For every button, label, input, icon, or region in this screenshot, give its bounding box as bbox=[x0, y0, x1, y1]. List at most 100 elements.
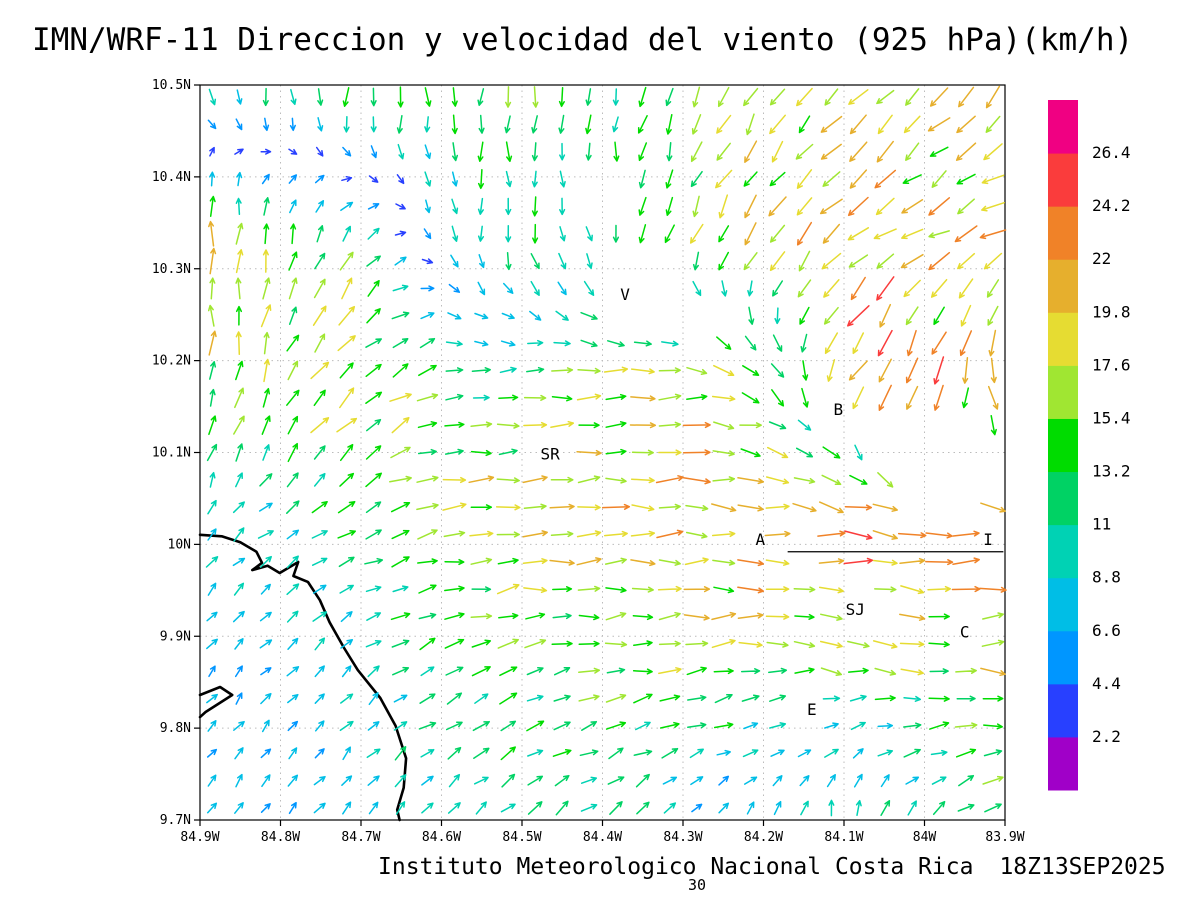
wind-vector bbox=[532, 223, 539, 244]
wind-vector bbox=[446, 692, 463, 705]
wind-vector bbox=[474, 693, 489, 704]
wind-vector bbox=[900, 668, 924, 676]
wind-vector bbox=[828, 799, 835, 817]
wind-vector bbox=[366, 255, 381, 267]
wind-vector bbox=[421, 802, 434, 814]
wind-vector bbox=[209, 471, 216, 488]
colorbar-label: 24.2 bbox=[1092, 196, 1131, 215]
wind-vector bbox=[206, 802, 218, 814]
wind-vector bbox=[686, 666, 707, 676]
wind-vector bbox=[342, 746, 351, 761]
wind-vector bbox=[711, 503, 737, 513]
wind-vector bbox=[234, 665, 243, 678]
wind-vector bbox=[261, 774, 271, 788]
wind-vector bbox=[421, 258, 434, 265]
wind-vector bbox=[638, 196, 647, 216]
wind-vector bbox=[577, 585, 601, 592]
wind-vector bbox=[531, 170, 538, 188]
wind-vector bbox=[793, 586, 816, 593]
wind-vector bbox=[773, 800, 782, 816]
wind-vector bbox=[505, 141, 513, 163]
colorbar-segment bbox=[1048, 206, 1078, 260]
wind-vector bbox=[799, 775, 810, 787]
colorbar-segment bbox=[1048, 365, 1078, 419]
wind-vector bbox=[451, 198, 459, 215]
wind-vector bbox=[470, 557, 493, 565]
wind-vector bbox=[743, 87, 759, 107]
wind-vector bbox=[367, 203, 380, 210]
wind-vector bbox=[797, 749, 812, 758]
wind-vector bbox=[235, 305, 243, 326]
wind-vector bbox=[470, 449, 492, 457]
wind-vector bbox=[848, 360, 868, 381]
wind-vector bbox=[769, 722, 787, 729]
footer: Instituto Meteorologico Nacional Costa R… bbox=[378, 854, 1166, 880]
wind-vector bbox=[496, 531, 520, 538]
wind-vector bbox=[262, 87, 269, 107]
wind-vector bbox=[713, 364, 735, 377]
wind-vector bbox=[769, 694, 787, 702]
wind-vector bbox=[553, 694, 571, 702]
wind-vector bbox=[207, 774, 217, 787]
colorbar-segment bbox=[1048, 418, 1078, 473]
wind-vector bbox=[262, 387, 271, 408]
wind-vector bbox=[819, 198, 843, 215]
wind-vector bbox=[951, 585, 981, 593]
wind-vector bbox=[666, 142, 673, 162]
wind-vector bbox=[263, 358, 270, 383]
wind-vector bbox=[470, 613, 493, 620]
wind-vector bbox=[235, 331, 242, 356]
wind-vector bbox=[715, 169, 733, 189]
wind-vector bbox=[444, 558, 465, 566]
wind-vector bbox=[683, 586, 711, 593]
wind-vector bbox=[367, 721, 380, 731]
wind-vector bbox=[585, 142, 592, 161]
wind-vector bbox=[899, 613, 926, 621]
wind-vector bbox=[390, 612, 411, 621]
wind-vector bbox=[342, 801, 352, 815]
wind-vector bbox=[745, 113, 755, 136]
wind-vector bbox=[550, 476, 574, 483]
colorbar-segment bbox=[1048, 736, 1078, 791]
wind-vector bbox=[424, 87, 432, 107]
wind-vector bbox=[472, 394, 490, 401]
wind-vector bbox=[612, 224, 620, 243]
wind-vector bbox=[901, 228, 924, 240]
wind-vector bbox=[505, 86, 512, 108]
wind-vector bbox=[391, 556, 410, 568]
wind-vector bbox=[772, 280, 784, 297]
wind-vector bbox=[796, 221, 813, 246]
wind-vector bbox=[209, 388, 216, 407]
y-tick-label: 9.7N bbox=[160, 813, 191, 828]
wind-vector bbox=[799, 306, 810, 325]
wind-vector bbox=[235, 443, 244, 462]
wind-vector bbox=[558, 86, 565, 108]
x-tick-label: 84.5W bbox=[502, 830, 541, 845]
wind-vector bbox=[902, 174, 922, 185]
wind-vector bbox=[392, 585, 409, 593]
wind-vector bbox=[235, 277, 242, 300]
wind-vector bbox=[209, 146, 215, 157]
wind-vector bbox=[312, 305, 327, 326]
wind-vector bbox=[952, 530, 980, 537]
wind-vector bbox=[900, 585, 925, 595]
wind-vector bbox=[578, 667, 601, 674]
wind-vector bbox=[289, 117, 296, 132]
wind-vector bbox=[981, 639, 1005, 647]
wind-vector bbox=[928, 695, 950, 702]
wind-vector bbox=[985, 85, 1001, 109]
wind-vector bbox=[577, 475, 601, 484]
wind-vector bbox=[872, 530, 898, 540]
wind-vector bbox=[603, 366, 629, 373]
wind-vector bbox=[523, 394, 547, 401]
wind-vector bbox=[477, 197, 484, 215]
wind-vector bbox=[772, 775, 783, 787]
wind-vector bbox=[390, 502, 411, 513]
x-tick-label: 84.8W bbox=[261, 830, 300, 845]
wind-vector bbox=[692, 251, 700, 271]
wind-vector bbox=[286, 610, 299, 623]
wind-vector bbox=[740, 668, 761, 675]
wind-vector bbox=[393, 721, 408, 731]
wind-vector bbox=[794, 667, 815, 674]
